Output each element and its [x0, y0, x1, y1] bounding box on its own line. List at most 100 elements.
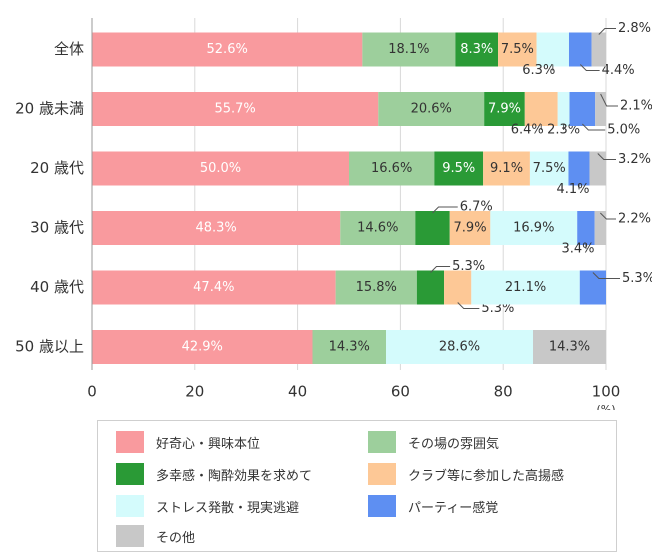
stacked-bar-chart: 0 20 40 60 80 100 (%) 全体 52.6% 18.1% 8.3% 7.5% 6.3% 4…	[15, 18, 652, 410]
bar-segment	[349, 151, 435, 186]
bar-segment	[595, 92, 606, 126]
data-label: 6.3%	[522, 63, 555, 78]
data-label: 5.0%	[607, 123, 640, 138]
category-label: 40 歳代	[30, 278, 84, 296]
data-label: 2.3%	[547, 123, 580, 138]
data-label: 5.3%	[481, 301, 514, 316]
legend-label: その他	[156, 530, 196, 546]
bar-segment	[589, 151, 606, 186]
bar-segment	[490, 211, 578, 245]
data-label: 7.9%	[488, 102, 521, 117]
category-label: 20 歳未満	[15, 100, 84, 118]
label-leader-line	[600, 93, 618, 107]
legend-swatch	[116, 431, 144, 453]
bar-segment	[335, 270, 417, 305]
category-label: 50 歳以上	[15, 338, 84, 356]
x-tick-label: 20	[185, 383, 204, 401]
data-label: 15.8%	[356, 280, 397, 295]
data-label: 2.2%	[618, 212, 651, 227]
data-label: 9.5%	[442, 161, 475, 176]
legend-item: パーティー感覚	[368, 494, 498, 518]
legend-label: 好奇心・興味本位	[156, 436, 261, 452]
legend-label: その場の雰囲気	[408, 436, 500, 452]
data-label: 8.3%	[460, 42, 493, 57]
bar-segment	[455, 32, 499, 67]
label-leader-line	[592, 272, 620, 279]
bar-segment	[378, 92, 485, 126]
legend-item: その場の雰囲気	[368, 430, 499, 454]
legend-swatch	[368, 495, 396, 517]
label-leader-line	[599, 212, 616, 220]
data-label: 20.6%	[411, 102, 452, 117]
label-leader-line	[430, 266, 451, 273]
bar-segment	[483, 151, 530, 186]
bar-segment	[579, 270, 606, 305]
bar-segment	[312, 330, 387, 364]
data-label: 6.7%	[460, 200, 493, 215]
legend-label: パーティー感覚	[408, 500, 499, 516]
bar-segment	[92, 270, 336, 305]
bar-segment	[434, 151, 484, 186]
bar-segment	[386, 330, 534, 364]
bar-segment	[449, 211, 491, 245]
legend-label: クラブ等に参加した高揚感	[408, 468, 565, 484]
category-label: 20 歳代	[30, 159, 84, 177]
x-tick-label: 80	[494, 383, 513, 401]
data-label: 42.9%	[182, 340, 223, 355]
bar-segment	[594, 211, 606, 245]
data-label: 5.3%	[622, 271, 652, 286]
data-label: 3.4%	[561, 242, 594, 257]
category-label: 全体	[54, 40, 84, 58]
bar-segment	[529, 151, 569, 186]
label-leader-line	[579, 64, 600, 71]
data-label: 6.4%	[511, 123, 544, 138]
legend-item: ストレス発散・現実逃避	[116, 494, 299, 518]
bar-segment	[92, 330, 313, 364]
legend-label: ストレス発散・現実逃避	[156, 500, 300, 516]
legend-item: 好奇心・興味本位	[116, 430, 260, 454]
data-label: 52.6%	[207, 42, 248, 57]
category-label: 30 歳代	[30, 219, 84, 237]
bar-segment	[484, 92, 525, 126]
x-tick-label: 60	[391, 383, 410, 401]
legend-swatch	[116, 495, 144, 517]
data-label: 5.3%	[452, 259, 485, 274]
legend-item: 多幸感・陶酔効果を求めて	[116, 462, 312, 486]
legend: 好奇心・興味本位 その場の雰囲気 多幸感・陶酔効果を求めて クラブ等に参加した高…	[97, 420, 617, 552]
data-label: 14.3%	[549, 340, 590, 355]
data-label: 47.4%	[193, 280, 234, 295]
data-label: 3.2%	[618, 152, 651, 167]
legend-swatch	[116, 463, 144, 485]
data-label: 2.8%	[618, 21, 651, 36]
x-tick-label: 40	[288, 383, 307, 401]
bar-segment	[591, 32, 606, 67]
legend-swatch	[368, 431, 396, 453]
legend-swatch	[368, 463, 396, 485]
bar-segment	[536, 32, 569, 67]
bar-segment	[92, 211, 341, 245]
x-tick-label: 0	[87, 383, 97, 401]
bar-segment	[524, 92, 558, 126]
data-label: 50.0%	[200, 161, 241, 176]
data-label: 7.5%	[501, 42, 534, 57]
bar-segment	[415, 211, 450, 245]
label-leader-line	[598, 28, 616, 35]
bar-segment	[568, 32, 592, 67]
bar-segment	[498, 32, 537, 67]
bar-segment	[568, 151, 590, 186]
data-label: 7.9%	[454, 221, 487, 236]
bar-segment	[569, 92, 596, 126]
bar-segment	[92, 151, 349, 186]
x-unit-label: (%)	[596, 403, 615, 410]
data-label: 16.9%	[513, 221, 554, 236]
data-label: 4.1%	[556, 182, 589, 197]
data-label: 2.1%	[620, 99, 652, 114]
data-label: 7.5%	[533, 161, 566, 176]
bar-segment	[92, 32, 363, 67]
data-label: 16.6%	[371, 161, 412, 176]
label-leader-line	[457, 302, 480, 309]
data-label: 9.1%	[490, 161, 523, 176]
label-leader-line	[432, 206, 458, 214]
bar-segment	[92, 92, 379, 126]
legend-item: その他	[116, 524, 195, 548]
